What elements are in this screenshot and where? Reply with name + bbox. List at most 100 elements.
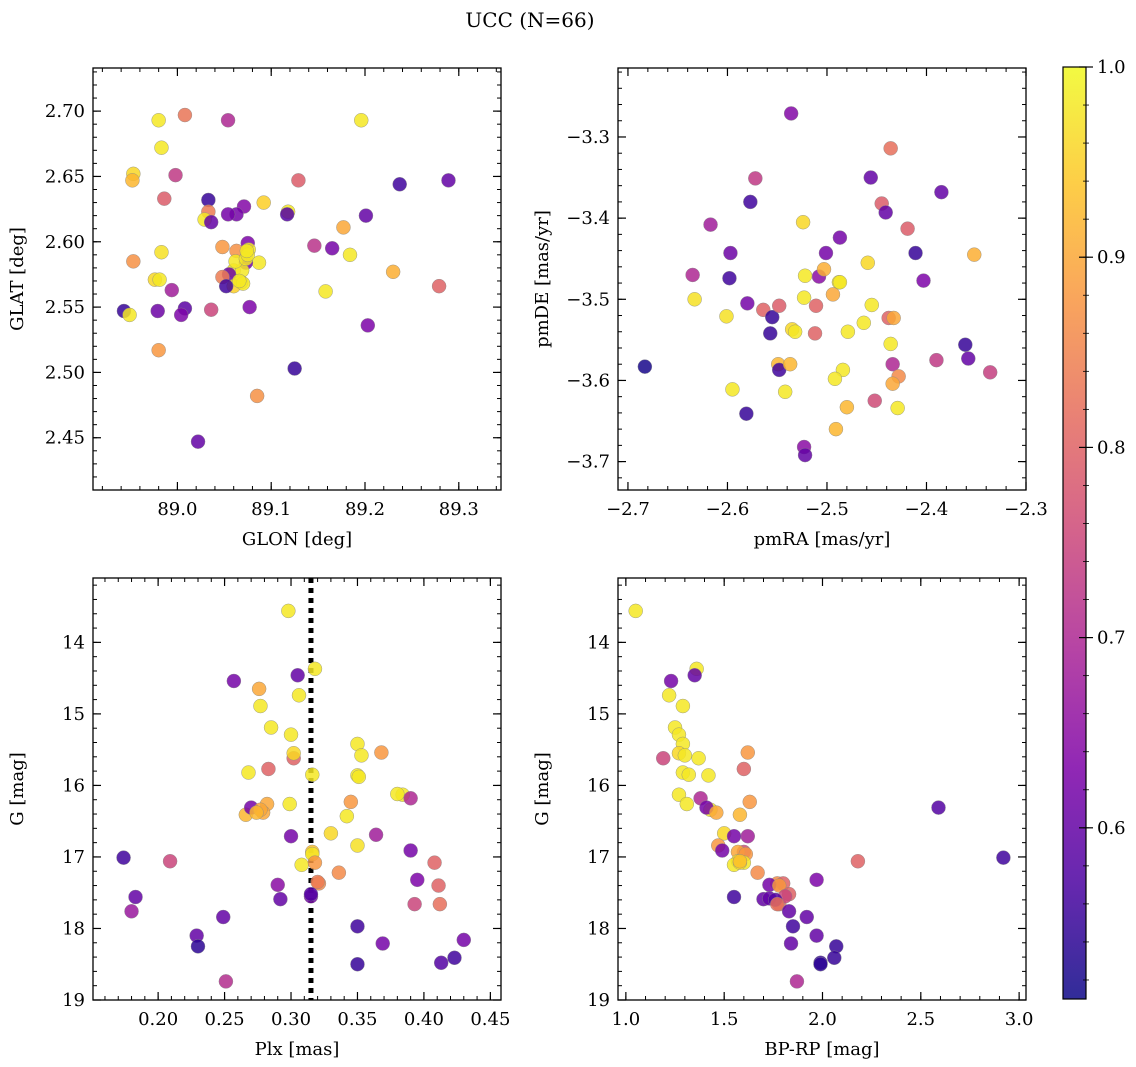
data-point xyxy=(410,872,425,888)
data-point xyxy=(126,254,141,269)
data-point xyxy=(241,765,256,780)
x-tick-label: 0.35 xyxy=(337,1009,377,1030)
data-point xyxy=(251,681,267,697)
data-point xyxy=(375,936,390,951)
axes-frame xyxy=(617,577,1027,1001)
data-point xyxy=(433,955,449,971)
data-point xyxy=(863,170,878,185)
x-tick-label: 1.5 xyxy=(710,1009,739,1030)
data-point xyxy=(323,826,339,841)
data-point xyxy=(403,791,418,806)
data-point xyxy=(307,238,322,253)
y-axis-label: GLAT [deg] xyxy=(7,227,28,331)
y-tick-label: 19 xyxy=(587,990,610,1011)
data-point xyxy=(656,751,671,766)
data-point xyxy=(390,786,405,802)
data-point xyxy=(740,745,755,760)
x-tick-label: 89.2 xyxy=(345,499,385,520)
data-point xyxy=(339,808,355,824)
data-point xyxy=(675,698,691,714)
data-point xyxy=(777,384,793,400)
colorbar: 0.6 0.7 0.8 0.9 1.0 xyxy=(1062,57,1126,1000)
x-axis-label: Plx [mas] xyxy=(255,1039,340,1060)
data-point xyxy=(637,359,653,374)
colorbar-tick-label: 0.8 xyxy=(1097,437,1126,458)
y-tick-label: 17 xyxy=(587,847,610,868)
data-point xyxy=(885,376,900,391)
data-point xyxy=(249,805,264,820)
data-point xyxy=(360,318,376,333)
data-point xyxy=(795,214,811,230)
y-tick-label: 2.70 xyxy=(45,101,85,122)
data-point xyxy=(307,661,323,677)
data-point xyxy=(307,855,323,870)
data-point xyxy=(152,272,167,287)
data-point xyxy=(783,936,799,951)
data-point xyxy=(116,850,131,865)
data-point xyxy=(687,668,702,683)
y-tick-label: −3.5 xyxy=(566,289,610,310)
data-point xyxy=(671,787,687,802)
x-tick-label: 0.40 xyxy=(404,1009,444,1030)
data-point xyxy=(447,950,462,965)
data-point xyxy=(740,829,755,844)
data-point xyxy=(157,191,172,206)
data-point xyxy=(883,141,898,156)
y-tick-label: 18 xyxy=(62,918,85,939)
scatter-points xyxy=(628,603,1011,989)
axes-frame xyxy=(92,67,502,491)
data-point xyxy=(996,850,1011,865)
data-point xyxy=(763,326,778,341)
data-point xyxy=(732,854,748,869)
data-point xyxy=(164,282,179,298)
data-point xyxy=(392,177,407,192)
colorbar-tick-label: 0.7 xyxy=(1097,628,1126,649)
data-point xyxy=(825,287,841,302)
data-point xyxy=(719,309,734,324)
data-point xyxy=(215,239,230,255)
y-tick-label: 15 xyxy=(587,704,610,725)
x-tick-label: 0.30 xyxy=(271,1009,311,1030)
data-point xyxy=(840,324,856,339)
data-point xyxy=(878,205,893,220)
data-point xyxy=(261,761,276,777)
data-point xyxy=(900,221,915,236)
data-point xyxy=(785,919,801,934)
colorbar-tick-label: 0.6 xyxy=(1097,818,1126,839)
data-point xyxy=(958,337,973,352)
data-point xyxy=(385,264,401,280)
data-point xyxy=(715,843,730,858)
data-point xyxy=(701,768,716,783)
y-tick-label: 2.50 xyxy=(45,362,85,383)
panel-plx-mag: 0.20 0.25 0.30 0.35 0.40 0.45 14 15 16 17 18 19 Plx … xyxy=(7,577,510,1060)
plot-area xyxy=(618,578,1026,1000)
data-point xyxy=(818,245,834,261)
data-point xyxy=(456,932,471,948)
data-point xyxy=(982,365,998,380)
data-point xyxy=(797,268,813,283)
figure-title: UCC (N=66) xyxy=(465,8,594,32)
data-point xyxy=(809,928,824,943)
data-point xyxy=(856,315,871,331)
data-point xyxy=(787,324,803,339)
data-point xyxy=(354,748,369,763)
data-point xyxy=(681,767,696,782)
y-tick-label: 2.65 xyxy=(45,166,85,187)
x-tick-label: −2.6 xyxy=(706,499,750,520)
data-point xyxy=(128,889,143,905)
data-point xyxy=(739,406,754,421)
data-point xyxy=(190,434,206,449)
data-point xyxy=(860,255,875,270)
data-point xyxy=(281,603,296,619)
data-point xyxy=(770,896,785,912)
data-point xyxy=(305,767,320,782)
data-point xyxy=(691,751,706,766)
x-tick-label: −2.3 xyxy=(1004,499,1048,520)
y-tick-label: 2.55 xyxy=(45,297,85,318)
data-point xyxy=(203,302,219,317)
data-point xyxy=(742,794,757,810)
colorbar-gradient xyxy=(1062,66,1087,1000)
x-tick-label: 0.20 xyxy=(138,1009,178,1030)
data-point xyxy=(253,698,268,714)
